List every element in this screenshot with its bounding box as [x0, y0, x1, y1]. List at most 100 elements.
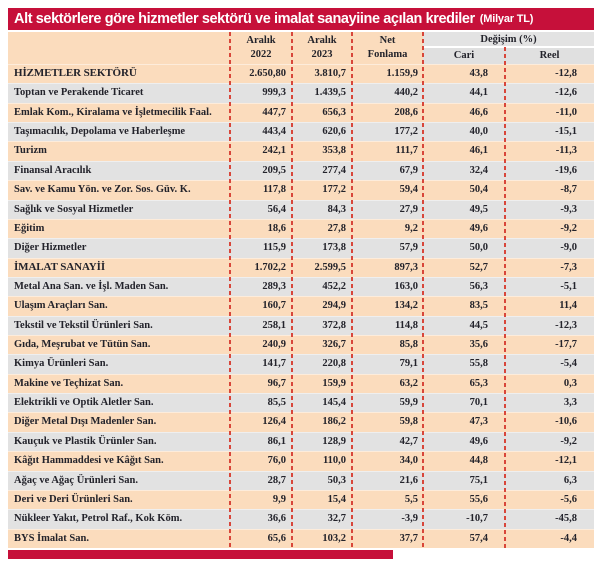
cell-degisim-reel: -10,6	[555, 416, 577, 428]
header-label-spacer	[8, 32, 230, 64]
cell-degisim-reel: -9,2	[560, 222, 577, 234]
cell-net-fonlama: 163,0	[394, 280, 418, 292]
column-divider-dashed	[422, 32, 424, 548]
row-label: Emlak Kom., Kiralama ve İşletmecilik Faa…	[14, 106, 212, 118]
cell-aralik-2023: 2.599,5	[314, 261, 347, 273]
cell-net-fonlama: 34,0	[399, 455, 418, 467]
cell-degisim-reel: -17,7	[555, 339, 577, 351]
cell-net-fonlama: 37,7	[399, 532, 418, 544]
table-row: Kauçuk ve Plastik Ürünler San. 86,1 128,9 4…	[8, 431, 594, 452]
row-label: HİZMETLER SEKTÖRÜ	[14, 67, 137, 79]
cell-degisim-reel: -4,4	[560, 532, 577, 544]
cell-degisim-reel: -5,1	[560, 280, 577, 292]
cell-degisim-reel: -11,0	[555, 106, 577, 118]
row-label: Finansal Aracılık	[14, 164, 92, 176]
cell-aralik-2023: 656,3	[322, 106, 346, 118]
cell-aralik-2022: 56,4	[267, 203, 286, 215]
cell-degisim-reel: -7,3	[560, 261, 577, 273]
table-row: Turizm 242,1 353,8 111,7 46,1 -11,3	[8, 141, 594, 161]
row-label: Turizm	[14, 145, 47, 157]
row-label: Ulaşım Araçları San.	[14, 300, 108, 312]
cell-aralik-2022: 18,6	[267, 222, 286, 234]
cell-aralik-2023: 128,9	[322, 435, 346, 447]
cell-degisim-cari: 46,1	[469, 145, 488, 157]
header-col-line1: Aralık	[246, 35, 276, 46]
cell-aralik-2022: 86,1	[267, 435, 286, 447]
cell-aralik-2023: 294,9	[322, 300, 346, 312]
cell-net-fonlama: 67,9	[399, 164, 418, 176]
cell-degisim-reel: -12,8	[555, 68, 577, 79]
row-label: Nükleer Yakıt, Petrol Raf., Kok Köm.	[14, 513, 183, 525]
header-degisim-subcols: Cari Reel	[423, 46, 594, 64]
cell-net-fonlama: 897,3	[394, 261, 418, 273]
table-row: Eğitim 18,6 27,8 9,2 49,6 -9,2	[8, 218, 594, 239]
row-label: Toptan ve Perakende Ticaret	[14, 87, 144, 99]
cell-degisim-reel: -9,2	[560, 435, 577, 447]
bottom-accent-bar	[8, 550, 393, 559]
cell-aralik-2023: 103,2	[322, 532, 346, 544]
table-body: HİZMETLER SEKTÖRÜ 2.650,80 3.810,7 1.159,9 4…	[8, 64, 594, 548]
cell-net-fonlama: 59,4	[399, 184, 418, 196]
cell-degisim-reel: -5,6	[560, 493, 577, 505]
cell-aralik-2023: 50,3	[327, 474, 346, 486]
cell-aralik-2022: 76,0	[267, 455, 286, 467]
cell-net-fonlama: 440,2	[394, 87, 418, 99]
table-row: Finansal Aracılık 209,5 277,4 67,9 32,4 -19,6	[8, 160, 594, 181]
cell-aralik-2022: 240,9	[262, 339, 286, 351]
cell-aralik-2022: 65,6	[267, 532, 286, 544]
cell-aralik-2022: 126,4	[262, 416, 286, 428]
table-header: Aralık 2022 Aralık 2023 Net Fonlama Deği…	[8, 32, 594, 64]
cell-degisim-cari: 44,8	[469, 455, 488, 467]
cell-aralik-2023: 15,4	[327, 493, 346, 505]
cell-degisim-cari: 52,7	[469, 261, 488, 273]
table-row: BYS İmalat San. 65,6 103,2 37,7 57,4 -4,4	[8, 528, 594, 548]
table-row: Sağlık ve Sosyal Hizmetler 56,4 84,3 27,9 49…	[8, 199, 594, 219]
cell-aralik-2022: 9,9	[272, 493, 286, 505]
row-label: Gıda, Meşrubat ve Tütün San.	[14, 339, 151, 351]
table-row: Sav. ve Kamu Yön. ve Zor. Sos. Güv. K. 11…	[8, 180, 594, 200]
cell-degisim-cari: 83,5	[469, 300, 488, 312]
row-label: Diğer Metal Dışı Madenler San.	[14, 416, 157, 428]
cell-aralik-2023: 3.810,7	[314, 68, 347, 79]
cell-aralik-2023: 220,8	[322, 358, 346, 370]
cell-net-fonlama: 9,2	[404, 222, 418, 234]
row-label: Eğitim	[14, 222, 45, 234]
row-label: Diğer Hizmetler	[14, 242, 87, 254]
cell-degisim-reel: 11,4	[559, 300, 577, 312]
cell-aralik-2023: 353,8	[322, 145, 346, 157]
cell-aralik-2023: 452,2	[322, 280, 346, 292]
header-col-aralik-2023: Aralık 2023	[292, 32, 352, 64]
cell-aralik-2022: 258,1	[262, 319, 286, 331]
row-label: Ağaç ve Ağaç Ürünleri San.	[14, 474, 138, 486]
cell-net-fonlama: 134,2	[394, 300, 418, 312]
cell-aralik-2023: 145,4	[322, 397, 346, 409]
table-row: Metal Ana San. ve İşl. Maden San. 289,3 45…	[8, 276, 594, 297]
header-col-line2: 2023	[311, 49, 333, 60]
cell-aralik-2023: 277,4	[322, 164, 346, 176]
table-row: Ulaşım Araçları San. 160,7 294,9 134,2 83,5 1…	[8, 296, 594, 316]
cell-aralik-2023: 1.439,5	[314, 87, 347, 99]
cell-degisim-cari: 65,3	[469, 377, 488, 389]
cell-aralik-2023: 84,3	[327, 203, 346, 215]
row-label: Tekstil ve Tekstil Ürünleri San.	[14, 319, 153, 331]
cell-net-fonlama: 79,1	[399, 358, 418, 370]
cell-degisim-cari: 57,4	[469, 532, 488, 544]
cell-degisim-reel: -9,3	[560, 203, 577, 215]
header-degisim-group: Değişim (%) Cari Reel	[423, 32, 594, 64]
cell-degisim-reel: 3,3	[563, 397, 577, 409]
table-row: Nükleer Yakıt, Petrol Raf., Kok Köm. 36,6…	[8, 509, 594, 529]
cell-aralik-2023: 326,7	[322, 339, 346, 351]
column-divider-dashed	[291, 32, 293, 548]
cell-degisim-reel: -15,1	[555, 126, 577, 138]
cell-net-fonlama: 5,5	[404, 493, 418, 505]
cell-aralik-2022: 2.650,80	[249, 68, 286, 79]
table-row: Kâğıt Hammaddesi ve Kâğıt San. 76,0 110,0 3…	[8, 451, 594, 471]
cell-degisim-cari: 49,6	[469, 222, 488, 234]
table-row: Emlak Kom., Kiralama ve İşletmecilik Faa…	[8, 102, 594, 123]
row-label: Metal Ana San. ve İşl. Maden San.	[14, 280, 169, 292]
cell-aralik-2022: 209,5	[262, 164, 286, 176]
header-col-line1: Net	[379, 35, 396, 46]
cell-aralik-2022: 160,7	[262, 300, 286, 312]
cell-net-fonlama: 59,8	[399, 416, 418, 428]
cell-net-fonlama: 177,2	[394, 126, 418, 138]
